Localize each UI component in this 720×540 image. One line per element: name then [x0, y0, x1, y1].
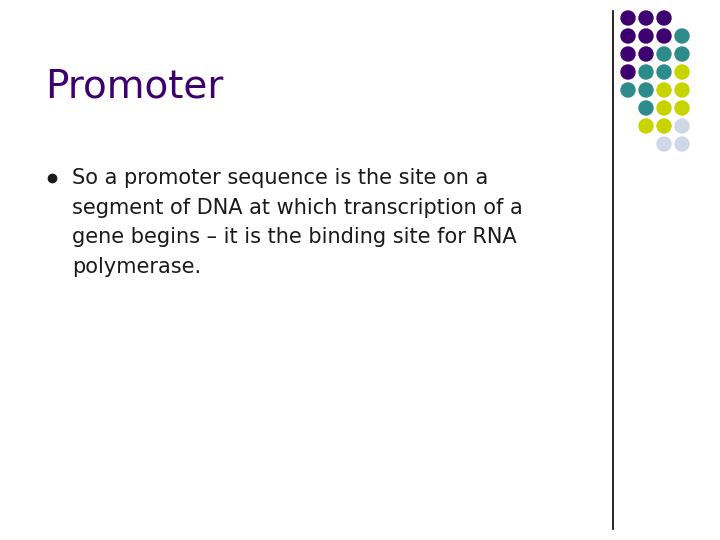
Text: Promoter: Promoter: [45, 68, 223, 106]
Circle shape: [639, 29, 653, 43]
Circle shape: [621, 65, 635, 79]
Circle shape: [675, 47, 689, 61]
Circle shape: [639, 119, 653, 133]
Circle shape: [657, 101, 671, 115]
Circle shape: [675, 29, 689, 43]
Circle shape: [657, 47, 671, 61]
Circle shape: [621, 11, 635, 25]
Circle shape: [675, 65, 689, 79]
Circle shape: [639, 83, 653, 97]
Circle shape: [675, 101, 689, 115]
Circle shape: [657, 119, 671, 133]
Circle shape: [657, 29, 671, 43]
Circle shape: [657, 83, 671, 97]
Circle shape: [621, 47, 635, 61]
Circle shape: [657, 137, 671, 151]
Circle shape: [675, 83, 689, 97]
Circle shape: [639, 47, 653, 61]
Circle shape: [639, 101, 653, 115]
Circle shape: [657, 11, 671, 25]
Circle shape: [621, 29, 635, 43]
Circle shape: [639, 65, 653, 79]
Circle shape: [657, 65, 671, 79]
Text: So a promoter sequence is the site on a
segment of DNA at which transcription of: So a promoter sequence is the site on a …: [72, 168, 523, 277]
Circle shape: [675, 119, 689, 133]
Circle shape: [621, 83, 635, 97]
Circle shape: [675, 137, 689, 151]
Circle shape: [639, 11, 653, 25]
